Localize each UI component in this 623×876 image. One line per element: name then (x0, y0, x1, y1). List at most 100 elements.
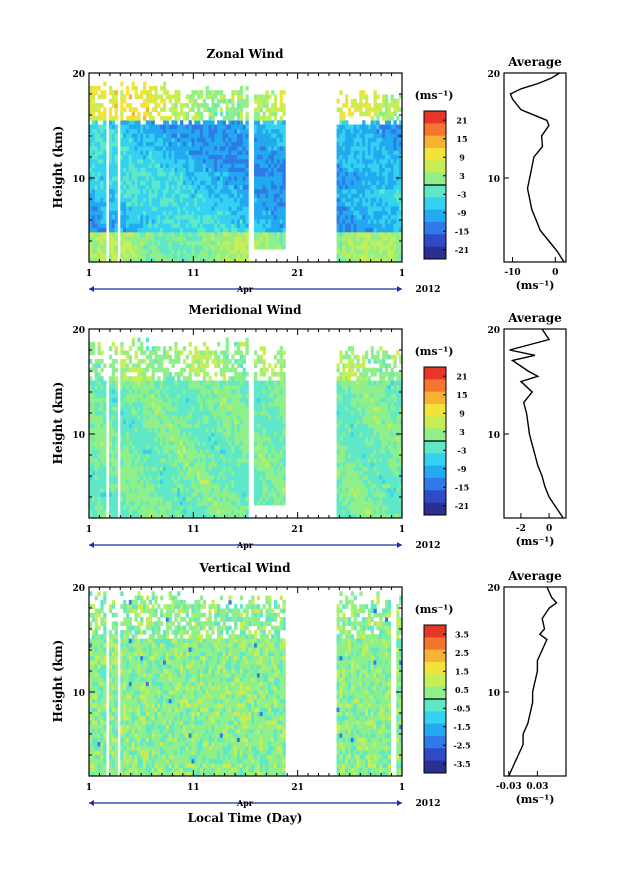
heatmap-cell (91, 419, 96, 424)
heatmap-cell (111, 436, 116, 442)
heatmap-cell (148, 509, 152, 515)
heatmap-cell (91, 389, 96, 394)
heatmap-cell (131, 81, 135, 87)
heatmap-cell (254, 120, 258, 125)
heatmap-cell (373, 137, 377, 143)
heatmap-cell (191, 141, 195, 147)
heatmap-cell (208, 500, 212, 506)
heatmap-cell (234, 146, 238, 151)
heatmap-cell (199, 137, 204, 143)
heatmap-cell (168, 410, 172, 416)
heatmap-cell (120, 410, 124, 416)
heatmap-cell (140, 231, 144, 237)
heatmap-cell (254, 236, 258, 241)
heatmap-cell (148, 453, 152, 459)
heatmap-cell (379, 201, 383, 207)
heatmap-cell (219, 94, 224, 100)
heatmap-cell (182, 432, 187, 437)
heatmap-cell (376, 240, 380, 246)
heatmap-cell (231, 223, 235, 229)
heatmap-cell (393, 249, 397, 254)
heatmap-cell (120, 363, 124, 369)
heatmap-cell (120, 193, 124, 198)
heatmap-cell (208, 128, 212, 134)
heatmap-cell (376, 167, 380, 173)
heatmap-cell (214, 350, 218, 356)
heatmap-cell (197, 184, 201, 190)
heatmap-cell (97, 341, 101, 347)
heatmap-cell (174, 240, 178, 246)
heatmap-cell (214, 432, 218, 437)
heatmap-cell (225, 103, 229, 108)
heatmap-cell (345, 133, 349, 138)
heatmap-cell (350, 214, 355, 220)
heatmap-cell (347, 219, 352, 224)
heatmap-cell (157, 206, 161, 211)
heatmap-cell (282, 167, 286, 173)
heatmap-cell (103, 487, 107, 493)
heatmap-cell (197, 500, 201, 506)
heatmap-cell (194, 483, 198, 489)
heatmap-cell (279, 124, 283, 130)
heatmap-cell (379, 240, 383, 246)
heatmap-cell (111, 487, 116, 493)
heatmap-cell (396, 150, 400, 156)
heatmap-cell (125, 427, 130, 433)
heatmap-cell (188, 496, 192, 502)
heatmap-cell (365, 201, 369, 207)
heatmap-cell (219, 240, 224, 246)
heatmap-cell (271, 146, 275, 151)
heatmap-cell (367, 206, 372, 211)
heatmap-cell (350, 163, 355, 168)
heatmap-cell (91, 509, 96, 515)
heatmap-cell (120, 167, 124, 173)
heatmap-cell (177, 406, 181, 412)
heatmap-cell (91, 188, 96, 194)
heatmap-cell (279, 236, 283, 241)
heatmap-cell (231, 171, 235, 177)
heatmap-cell (171, 389, 175, 394)
heatmap-cell (194, 432, 198, 437)
heatmap-cell (205, 141, 209, 147)
heatmap-cell (89, 449, 93, 454)
heatmap-cell (108, 436, 113, 442)
heatmap-cell (148, 158, 152, 164)
heatmap-cell (231, 137, 235, 143)
heatmap-cell (111, 462, 116, 467)
heatmap-cell (191, 487, 195, 493)
heatmap-cell (399, 219, 402, 224)
heatmap-cell (268, 111, 272, 117)
heatmap-cell (145, 457, 150, 463)
heatmap-cell (202, 219, 207, 224)
heatmap-cell (365, 133, 369, 138)
heatmap-cell (194, 440, 198, 446)
heatmap-cell (217, 487, 221, 493)
heatmap-cell (194, 98, 198, 104)
heatmap-cell (370, 146, 374, 151)
heatmap-cell (242, 197, 246, 203)
heatmap-cell (208, 470, 212, 476)
heatmap-cell (191, 184, 195, 190)
heatmap-cell (137, 133, 141, 138)
heatmap-cell (202, 163, 207, 168)
heatmap-cell (180, 410, 184, 416)
heatmap-cell (194, 257, 198, 262)
heatmap-cell (123, 249, 127, 254)
heatmap-cell (211, 492, 215, 497)
heatmap-cell (239, 197, 244, 203)
heatmap-cell (242, 176, 246, 181)
heatmap-cell (265, 103, 269, 108)
heatmap-cell (191, 124, 195, 130)
heatmap-cell (373, 111, 377, 117)
heatmap-cell (350, 227, 355, 233)
heatmap-cell (254, 223, 258, 229)
heatmap-cell (231, 236, 235, 241)
heatmap-cell (256, 141, 261, 147)
heatmap-cell (162, 124, 167, 130)
heatmap-cell (356, 176, 360, 181)
heatmap-cell (120, 406, 124, 412)
heatmap-cell (177, 240, 181, 246)
heatmap-cell (393, 176, 397, 181)
heatmap-cell (382, 188, 386, 194)
